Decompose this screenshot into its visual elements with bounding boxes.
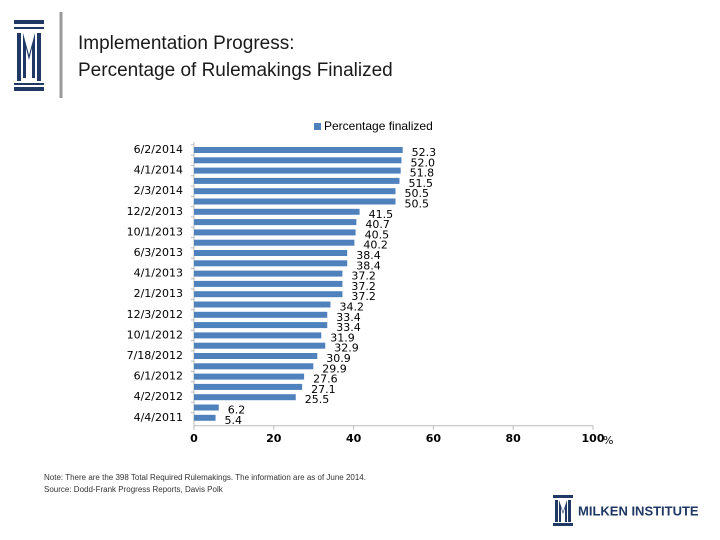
bar bbox=[194, 311, 328, 318]
y-tick-label: 4/1/2014 bbox=[134, 164, 183, 177]
source: Source: Dodd-Frank Progress Reports, Dav… bbox=[44, 485, 224, 494]
x-tick-label: 80 bbox=[506, 432, 522, 445]
y-tick-label: 12/2/2013 bbox=[127, 205, 183, 218]
x-unit: % bbox=[603, 434, 613, 447]
footer-logo-icon bbox=[553, 495, 573, 526]
logo-icon bbox=[14, 20, 44, 91]
title: Implementation Progress: bbox=[78, 33, 295, 54]
value-label: 38.4 bbox=[356, 259, 381, 272]
value-label: 33.4 bbox=[336, 321, 361, 334]
value-label: 51.8 bbox=[410, 167, 435, 180]
y-tick-label: 4/1/2013 bbox=[134, 267, 183, 280]
bar bbox=[194, 404, 219, 411]
bar bbox=[194, 363, 314, 370]
value-label: 27.6 bbox=[313, 373, 338, 386]
value-label: 38.4 bbox=[356, 249, 381, 262]
value-label: 40.5 bbox=[365, 228, 390, 241]
footer-logo-text: MILKEN INSTITUTE bbox=[578, 503, 699, 518]
bar bbox=[194, 198, 396, 205]
y-tick-label: 4/2/2012 bbox=[134, 390, 183, 403]
bar bbox=[194, 270, 343, 277]
bar bbox=[194, 229, 356, 236]
value-label: 40.7 bbox=[365, 218, 390, 231]
legend-swatch bbox=[314, 123, 321, 130]
value-label: 29.9 bbox=[322, 362, 347, 375]
value-label: 34.2 bbox=[339, 301, 364, 314]
bar bbox=[194, 322, 328, 329]
subtitle: Percentage of Rulemakings Finalized bbox=[78, 60, 393, 81]
y-tick-label: 12/3/2012 bbox=[127, 308, 183, 321]
y-tick-label: 10/1/2013 bbox=[127, 225, 183, 238]
value-label: 33.4 bbox=[336, 311, 361, 324]
y-tick-label: 2/1/2013 bbox=[134, 287, 183, 300]
value-label: 32.9 bbox=[334, 342, 359, 355]
value-label: 5.4 bbox=[225, 414, 243, 427]
value-label: 30.9 bbox=[326, 352, 351, 365]
bar bbox=[194, 291, 343, 298]
x-tick-label: 20 bbox=[266, 432, 282, 445]
y-tick-label: 6/3/2013 bbox=[134, 246, 183, 259]
y-tick-label: 10/1/2012 bbox=[127, 328, 183, 341]
note: Note: There are the 398 Total Required R… bbox=[44, 473, 366, 482]
y-tick-label: 4/4/2011 bbox=[134, 411, 183, 424]
bar bbox=[194, 280, 343, 287]
bar bbox=[194, 373, 305, 380]
x-tick-label: 60 bbox=[426, 432, 442, 445]
value-label: 37.2 bbox=[351, 290, 376, 303]
value-label: 50.5 bbox=[404, 187, 429, 200]
value-label: 41.5 bbox=[369, 208, 394, 221]
y-tick-label: 6/2/2014 bbox=[134, 143, 183, 156]
bar bbox=[194, 188, 396, 195]
bar bbox=[194, 260, 348, 267]
value-label: 50.5 bbox=[404, 198, 429, 211]
bar bbox=[194, 157, 402, 164]
value-label: 40.2 bbox=[363, 239, 388, 252]
bar bbox=[194, 208, 360, 215]
bar bbox=[194, 342, 326, 349]
value-label: 52.3 bbox=[412, 146, 437, 159]
bar bbox=[194, 239, 355, 246]
value-label: 52.0 bbox=[410, 156, 435, 169]
bar bbox=[194, 332, 322, 339]
bar bbox=[194, 167, 401, 174]
y-tick-label: 2/3/2014 bbox=[134, 184, 183, 197]
value-label: 37.2 bbox=[351, 270, 376, 283]
value-label: 37.2 bbox=[351, 280, 376, 293]
bar bbox=[194, 147, 403, 153]
x-tick-label: 100 bbox=[582, 432, 605, 445]
y-tick-label: 6/1/2012 bbox=[134, 370, 183, 383]
bar bbox=[194, 383, 303, 390]
bar bbox=[194, 394, 296, 401]
bar bbox=[194, 250, 348, 256]
bar bbox=[194, 219, 357, 226]
value-label: 6.2 bbox=[228, 404, 246, 417]
bar bbox=[194, 414, 216, 421]
bar bbox=[194, 301, 331, 308]
value-label: 31.9 bbox=[330, 331, 355, 344]
legend-label: Percentage finalized bbox=[324, 119, 433, 133]
value-label: 51.5 bbox=[408, 177, 433, 190]
chart: Percentage finalized 0 20 40 60 80 100% 6/2/201… bbox=[127, 119, 614, 447]
y-tick-label: 7/18/2012 bbox=[127, 349, 183, 362]
x-tick-label: 0 bbox=[190, 432, 198, 445]
bar bbox=[194, 177, 400, 184]
value-label: 25.5 bbox=[305, 393, 330, 406]
value-label: 27.1 bbox=[311, 383, 336, 396]
x-tick-label: 40 bbox=[346, 432, 362, 445]
bar bbox=[194, 353, 318, 359]
